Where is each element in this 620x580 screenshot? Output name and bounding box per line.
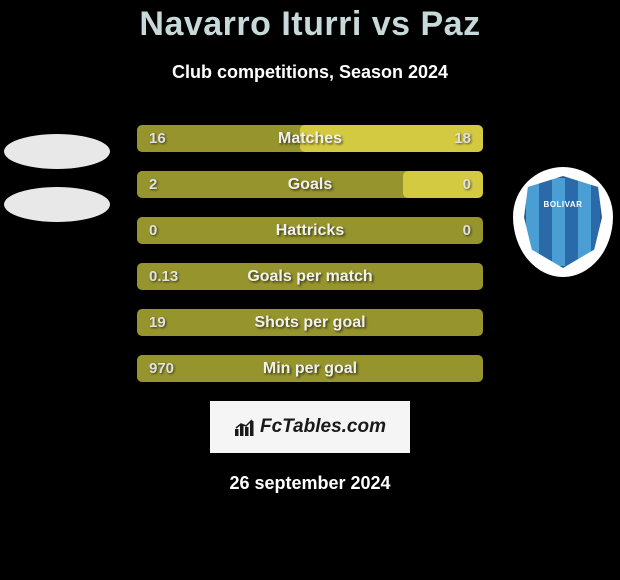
placeholder-ellipse [4, 187, 110, 222]
bar-chart-icon [234, 418, 256, 436]
stats-area: BOLIVAR 16 Matches 18 2 Goals 0 0 Hattri… [0, 125, 620, 494]
stat-row-goals-per-match: 0.13 Goals per match [137, 263, 483, 290]
stat-right-value: 0 [463, 176, 471, 193]
main-container: Navarro Iturri vs Paz Club competitions,… [0, 0, 620, 494]
fctables-logo[interactable]: FcTables.com [210, 401, 410, 453]
stat-label: Matches [137, 130, 483, 148]
stat-right-value: 0 [463, 222, 471, 239]
stat-row-shots-per-goal: 19 Shots per goal [137, 309, 483, 336]
placeholder-ellipse [4, 134, 110, 169]
stat-bars: 16 Matches 18 2 Goals 0 0 Hattricks 0 0.… [137, 125, 483, 494]
page-title: Navarro Iturri vs Paz [0, 5, 620, 44]
subtitle: Club competitions, Season 2024 [0, 62, 620, 83]
stat-row-hattricks: 0 Hattricks 0 [137, 217, 483, 244]
stat-label: Hattricks [137, 222, 483, 240]
right-team-badge: BOLIVAR [508, 167, 618, 277]
stat-label: Min per goal [137, 360, 483, 378]
stat-label: Goals per match [137, 268, 483, 286]
stat-label: Goals [137, 176, 483, 194]
stat-label: Shots per goal [137, 314, 483, 332]
date-label: 26 september 2024 [137, 473, 483, 494]
stat-right-value: 18 [454, 130, 471, 147]
shield-label: BOLIVAR [544, 200, 583, 209]
left-team-badge [2, 123, 112, 233]
stat-row-matches: 16 Matches 18 [137, 125, 483, 152]
stat-row-min-per-goal: 970 Min per goal [137, 355, 483, 382]
bolivar-shield-icon: BOLIVAR [513, 167, 613, 277]
stat-row-goals: 2 Goals 0 [137, 171, 483, 198]
logo-text: FcTables.com [260, 416, 386, 438]
